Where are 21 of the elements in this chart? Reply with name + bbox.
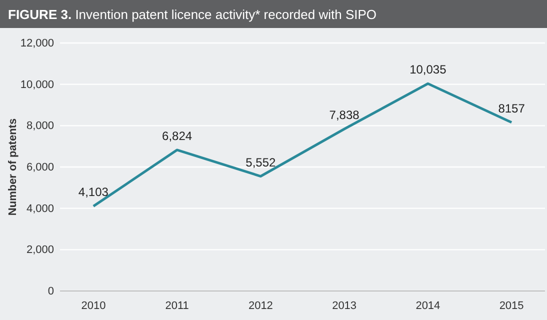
y-tick-label: 8,000 [26,120,54,132]
x-tick-label: 2012 [248,300,273,312]
x-tick-label: 2013 [332,300,357,312]
y-tick-label: 2,000 [26,244,54,256]
y-tick-label: 4,000 [26,202,54,215]
y-tick-label: 10,000 [20,78,54,91]
x-tick-label: 2014 [416,300,440,312]
data-label: 4,103 [78,185,109,200]
data-label: 8157 [498,101,526,116]
data-label: 5,552 [246,155,276,170]
y-tick-label: 0 [48,286,54,298]
x-tick-label: 2010 [81,300,106,312]
y-tick-label: 6,000 [26,162,54,174]
x-tick-label: 2015 [499,300,524,312]
y-axis-title: Number of patents [7,118,19,216]
x-tick-label: 2011 [165,300,189,312]
y-tick-label: 12,000 [20,38,54,50]
data-label: 7,838 [329,108,360,122]
data-label: 6,824 [162,128,192,143]
chart-title: FIGURE 3. Invention patent licence activity* recorded with SIPO [8,7,377,22]
data-label: 10,035 [410,62,447,77]
